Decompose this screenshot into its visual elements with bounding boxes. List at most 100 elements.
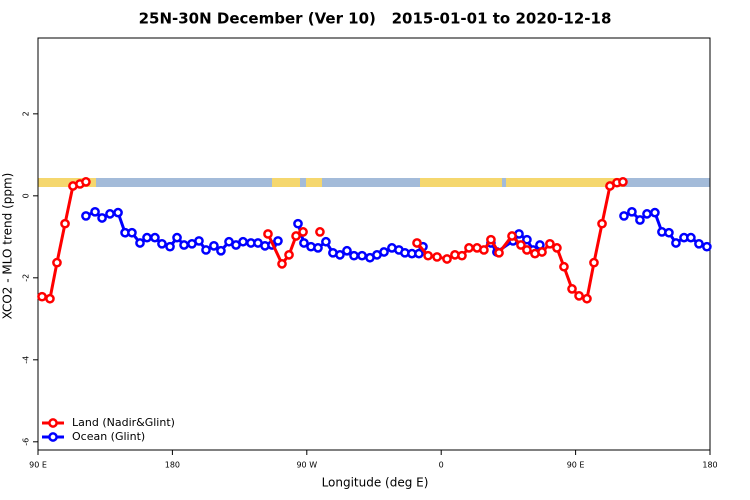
data-point: [702, 241, 712, 252]
data-point: [664, 227, 674, 238]
data-point: [60, 218, 70, 229]
data-point: [516, 240, 526, 250]
land-strip: [306, 178, 322, 187]
data-point: [432, 252, 442, 262]
data-point: [537, 247, 547, 257]
data-point: [671, 238, 681, 248]
data-point: [238, 236, 248, 247]
legend-marker: [48, 418, 58, 428]
data-point: [321, 236, 331, 247]
data-point: [522, 234, 532, 245]
y-axis-label: XCO2 - MLO trend (ppm): [1, 173, 15, 320]
data-point: [635, 215, 645, 225]
data-point: [559, 261, 569, 272]
data-point: [412, 238, 422, 248]
data-point: [313, 243, 323, 253]
data-point: [291, 231, 301, 241]
data-point: [442, 254, 452, 264]
x-tick-label: 90 W: [296, 461, 317, 470]
data-point: [507, 231, 517, 241]
data-point: [335, 250, 345, 260]
data-point: [589, 257, 599, 268]
data-point: [172, 232, 182, 243]
x-tick-label: 90 E: [29, 461, 47, 470]
land-strip: [272, 178, 300, 187]
x-tick-label: 0: [439, 461, 444, 470]
data-point: [105, 209, 115, 219]
legend-marker: [48, 432, 58, 442]
data-point: [618, 177, 628, 187]
data-point: [342, 245, 352, 256]
data-point: [150, 232, 160, 243]
data-point: [113, 207, 123, 218]
data-point: [650, 207, 660, 218]
y-tick-label: 2: [22, 111, 31, 116]
data-point: [464, 243, 474, 253]
data-point: [298, 227, 308, 237]
data-point: [127, 227, 137, 238]
data-point: [142, 232, 152, 243]
land-strip: [420, 178, 502, 187]
data-point: [522, 245, 532, 255]
data-point: [157, 238, 167, 249]
data-point: [486, 234, 496, 245]
data-point: [423, 250, 433, 261]
x-tick-label: 180: [165, 461, 180, 470]
data-point: [315, 227, 325, 237]
data-point: [494, 247, 504, 258]
data-point: [135, 238, 145, 248]
y-tick-label: -6: [22, 438, 31, 446]
data-point: [694, 238, 704, 249]
data-point: [349, 250, 359, 261]
chart-title: 25N-30N December (Ver 10) 2015-01-01 to …: [139, 10, 612, 28]
data-point: [90, 206, 100, 217]
data-point: [574, 291, 584, 301]
data-point: [81, 211, 91, 221]
x-tick-label: 90 E: [567, 461, 585, 470]
x-tick-label: 180: [702, 461, 717, 470]
data-point: [357, 250, 367, 261]
data-point: [686, 232, 696, 243]
data-point: [201, 245, 211, 255]
data-point: [97, 213, 107, 223]
series-line: [41, 180, 624, 301]
data-point: [552, 243, 562, 253]
land-ocean-strip: [38, 178, 710, 187]
data-point: [45, 293, 55, 304]
data-point: [619, 211, 629, 221]
data-point: [642, 209, 652, 219]
data-point: [179, 240, 189, 250]
data-point: [165, 241, 175, 252]
data-point: [414, 248, 424, 259]
data-point: [52, 257, 62, 268]
x-axis-label: Longitude (deg E): [322, 476, 429, 490]
data-point: [545, 238, 555, 249]
data-point: [277, 259, 287, 269]
data-point: [627, 206, 637, 217]
data-point: [597, 218, 607, 229]
ocean-strip: [38, 178, 710, 187]
data-point: [567, 284, 577, 294]
data-point: [194, 236, 204, 246]
data-point: [457, 250, 467, 261]
data-point: [293, 218, 303, 229]
data-point: [216, 245, 226, 256]
data-point: [582, 293, 592, 304]
legend-label: Land (Nadir&Glint): [72, 416, 175, 429]
data-point: [37, 291, 47, 302]
data-point: [209, 240, 219, 251]
y-tick-label: 0: [22, 193, 31, 198]
data-point: [284, 250, 294, 260]
land-strip: [38, 178, 96, 187]
data-point: [299, 238, 309, 248]
data-point: [273, 236, 283, 246]
y-tick-label: -2: [22, 274, 31, 282]
data-point: [81, 177, 91, 187]
legend-label: Ocean (Glint): [72, 430, 145, 443]
y-tick-label: -4: [22, 356, 31, 364]
data-point: [263, 229, 273, 239]
data-point: [379, 247, 389, 257]
data-point: [479, 245, 489, 255]
land-strip: [506, 178, 624, 187]
